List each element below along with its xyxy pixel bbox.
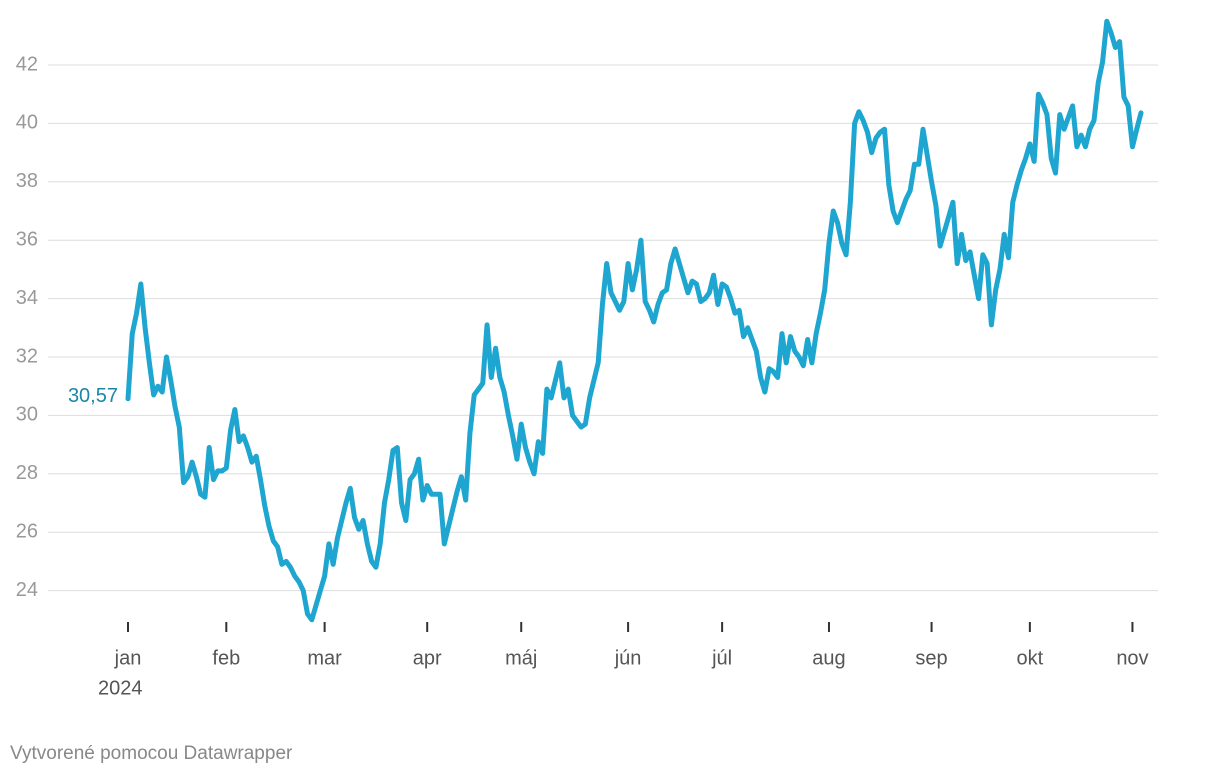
- x-tick-label: okt: [1017, 647, 1044, 669]
- y-tick-label: 28: [16, 462, 38, 484]
- x-tick-label: máj: [505, 647, 537, 669]
- y-tick-label: 40: [16, 112, 38, 134]
- y-tick-label: 26: [16, 520, 38, 542]
- data-line: [125, 18, 1144, 623]
- x-tick-label: apr: [413, 647, 442, 669]
- x-tick-label: mar: [307, 647, 342, 669]
- y-tick-label: 34: [16, 287, 38, 309]
- x-tick-label: jún: [614, 647, 642, 669]
- y-tick-label: 36: [16, 228, 38, 250]
- y-tick-label: 42: [16, 53, 38, 75]
- x-tick-label: júl: [711, 647, 732, 669]
- y-tick-label: 38: [16, 170, 38, 192]
- x-tick-label: nov: [1116, 647, 1148, 669]
- x-tick-label: aug: [812, 647, 845, 669]
- x-tick-label: sep: [915, 647, 947, 669]
- source-note: Vytvorené pomocou Datawrapper: [10, 743, 293, 764]
- value-label: 30,57: [68, 385, 118, 407]
- x-tick-label: jan: [114, 647, 142, 669]
- y-tick-label: 32: [16, 345, 38, 367]
- x-year-label: 2024: [98, 677, 143, 699]
- y-tick-label: 24: [16, 579, 38, 601]
- x-tick-label: feb: [212, 647, 240, 669]
- y-tick-label: 30: [16, 404, 38, 426]
